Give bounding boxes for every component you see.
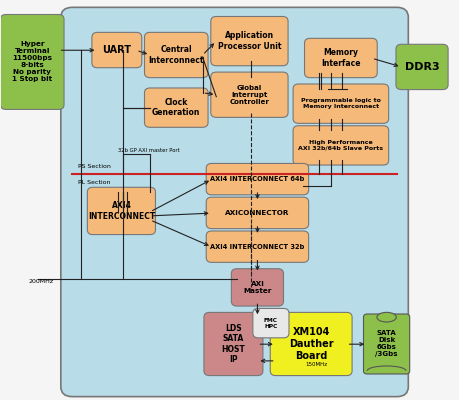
Text: DDR3: DDR3 xyxy=(404,62,438,72)
Text: PL Section: PL Section xyxy=(78,180,111,185)
Text: UART: UART xyxy=(102,45,131,55)
FancyBboxPatch shape xyxy=(210,72,287,117)
Text: Application
Processor Unit: Application Processor Unit xyxy=(217,32,280,51)
Text: SATA
Disk
6Gbs
/3Gbs: SATA Disk 6Gbs /3Gbs xyxy=(375,330,397,358)
FancyBboxPatch shape xyxy=(269,312,351,376)
FancyBboxPatch shape xyxy=(0,14,64,110)
FancyBboxPatch shape xyxy=(292,126,388,165)
Text: High Performance
AXI 32b/64b Slave Ports: High Performance AXI 32b/64b Slave Ports xyxy=(298,140,382,151)
FancyBboxPatch shape xyxy=(206,231,308,262)
FancyBboxPatch shape xyxy=(203,312,263,376)
FancyBboxPatch shape xyxy=(92,32,141,68)
FancyBboxPatch shape xyxy=(395,44,447,90)
Text: Programmable logic to
Memory Interconnect: Programmable logic to Memory Interconnec… xyxy=(300,98,380,109)
Text: PS Section: PS Section xyxy=(78,164,111,169)
Text: AXICONNECTOR: AXICONNECTOR xyxy=(225,210,289,216)
Text: Memory
Interface: Memory Interface xyxy=(320,48,360,68)
FancyBboxPatch shape xyxy=(87,187,155,234)
FancyBboxPatch shape xyxy=(252,308,288,338)
FancyBboxPatch shape xyxy=(61,7,408,397)
Text: 200MHz: 200MHz xyxy=(29,279,54,284)
Text: FMC
HPC: FMC HPC xyxy=(263,318,277,328)
Ellipse shape xyxy=(376,312,396,322)
Text: LDS
SATA
HOST
IP: LDS SATA HOST IP xyxy=(221,324,245,364)
Text: 150MHz: 150MHz xyxy=(305,362,327,367)
Text: AXI
Master: AXI Master xyxy=(243,281,271,294)
Text: Hyper
Terminal
11500bps
8-bits
No parity
1 Stop bit: Hyper Terminal 11500bps 8-bits No parity… xyxy=(12,42,52,82)
Text: XM104
Dauther
Board: XM104 Dauther Board xyxy=(288,327,333,360)
FancyBboxPatch shape xyxy=(144,88,207,127)
FancyBboxPatch shape xyxy=(231,269,283,306)
Text: 32b GP AXI master Port: 32b GP AXI master Port xyxy=(118,148,179,153)
FancyBboxPatch shape xyxy=(292,84,388,123)
Text: AXI4 INTERCONNECT 64b: AXI4 INTERCONNECT 64b xyxy=(210,176,304,182)
FancyBboxPatch shape xyxy=(210,16,287,66)
Text: Clock
Generation: Clock Generation xyxy=(152,98,200,117)
Text: AXI4 INTERCONNECT 32b: AXI4 INTERCONNECT 32b xyxy=(210,244,304,250)
FancyBboxPatch shape xyxy=(304,38,376,78)
FancyBboxPatch shape xyxy=(206,197,308,228)
Text: Global
Interrupt
Controller: Global Interrupt Controller xyxy=(229,85,269,105)
FancyBboxPatch shape xyxy=(144,32,207,78)
Text: Central
Interconnect: Central Interconnect xyxy=(148,45,204,65)
FancyBboxPatch shape xyxy=(363,314,409,374)
Text: AXI4
INTERCONNECT: AXI4 INTERCONNECT xyxy=(88,201,155,221)
FancyBboxPatch shape xyxy=(206,164,308,195)
